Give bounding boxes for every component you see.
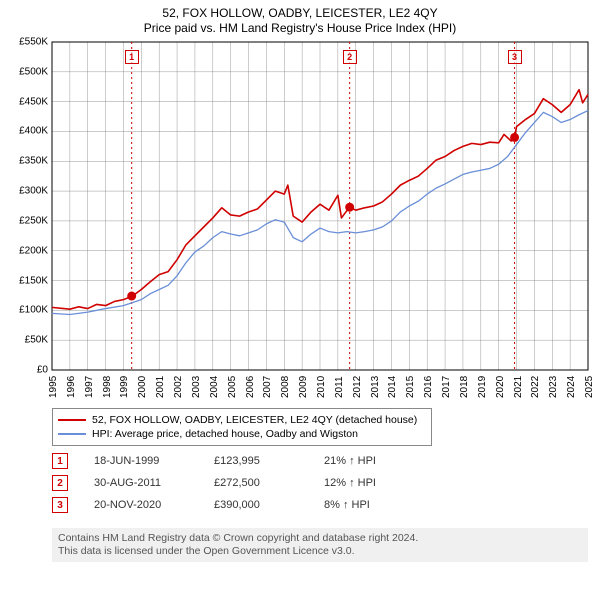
sale-row: 2 30-AUG-2011£272,50012% ↑ HPI — [52, 472, 376, 494]
x-tick-label: 2020 — [495, 376, 506, 398]
x-tick-label: 2012 — [352, 376, 363, 398]
y-tick-label: £0 — [37, 365, 48, 376]
x-tick-label: 2006 — [245, 376, 256, 398]
x-tick-label: 2008 — [280, 376, 291, 398]
chart-legend: 52, FOX HOLLOW, OADBY, LEICESTER, LE2 4Q… — [52, 408, 432, 446]
x-tick-label: 1999 — [119, 376, 130, 398]
sale-diff: 12% ↑ HPI — [324, 477, 376, 489]
footer-line-2: This data is licensed under the Open Gov… — [58, 545, 582, 558]
sale-marker-icon: 1 — [52, 453, 68, 469]
footer-attribution: Contains HM Land Registry data © Crown c… — [52, 528, 588, 562]
x-tick-label: 2009 — [298, 376, 309, 398]
title-address: 52, FOX HOLLOW, OADBY, LEICESTER, LE2 4Q… — [0, 0, 600, 21]
sale-row: 3 20-NOV-2020£390,0008% ↑ HPI — [52, 494, 376, 516]
x-tick-label: 2015 — [405, 376, 416, 398]
legend-swatch — [58, 433, 86, 434]
x-tick-label: 2024 — [566, 376, 577, 398]
x-tick-label: 2010 — [316, 376, 327, 398]
legend-label: 52, FOX HOLLOW, OADBY, LEICESTER, LE2 4Q… — [92, 414, 417, 426]
y-tick-label: £200K — [19, 245, 48, 256]
footer-line-1: Contains HM Land Registry data © Crown c… — [58, 532, 582, 545]
x-tick-label: 2016 — [423, 376, 434, 398]
x-tick-label: 2019 — [477, 376, 488, 398]
sale-price: £272,500 — [214, 477, 324, 489]
x-tick-label: 1997 — [84, 376, 95, 398]
sale-row: 1 18-JUN-1999£123,99521% ↑ HPI — [52, 450, 376, 472]
legend-row: 52, FOX HOLLOW, OADBY, LEICESTER, LE2 4Q… — [58, 413, 426, 427]
chart-sale-marker: 1 — [125, 50, 139, 64]
y-tick-label: £550K — [19, 37, 48, 48]
sale-diff: 8% ↑ HPI — [324, 499, 370, 511]
x-tick-label: 2007 — [262, 376, 273, 398]
x-tick-label: 2021 — [513, 376, 524, 398]
y-tick-label: £100K — [19, 305, 48, 316]
y-tick-label: £50K — [25, 335, 48, 346]
sale-diff: 21% ↑ HPI — [324, 455, 376, 467]
y-tick-label: £500K — [19, 66, 48, 77]
x-tick-label: 2022 — [530, 376, 541, 398]
x-tick-label: 2014 — [387, 376, 398, 398]
sale-date: 20-NOV-2020 — [94, 499, 214, 511]
sale-price: £123,995 — [214, 455, 324, 467]
x-tick-label: 2002 — [173, 376, 184, 398]
y-tick-label: £250K — [19, 215, 48, 226]
y-tick-label: £150K — [19, 275, 48, 286]
y-tick-label: £450K — [19, 96, 48, 107]
x-tick-label: 1998 — [102, 376, 113, 398]
sale-date: 18-JUN-1999 — [94, 455, 214, 467]
y-tick-label: £400K — [19, 126, 48, 137]
title-sub: Price paid vs. HM Land Registry's House … — [0, 21, 600, 36]
sales-table: 1 18-JUN-1999£123,99521% ↑ HPI 2 30-AUG-201… — [52, 450, 376, 516]
y-tick-label: £300K — [19, 186, 48, 197]
sale-date: 30-AUG-2011 — [94, 477, 214, 489]
x-tick-label: 2017 — [441, 376, 452, 398]
x-tick-label: 2013 — [370, 376, 381, 398]
sale-marker-icon: 3 — [52, 497, 68, 513]
x-tick-label: 2000 — [137, 376, 148, 398]
x-tick-label: 2025 — [584, 376, 595, 398]
legend-row: HPI: Average price, detached house, Oadb… — [58, 427, 426, 441]
x-tick-label: 1996 — [66, 376, 77, 398]
chart-plot-area: £0£50K£100K£150K£200K£250K£300K£350K£400… — [52, 42, 588, 370]
x-tick-label: 2003 — [191, 376, 202, 398]
x-tick-label: 2018 — [459, 376, 470, 398]
legend-label: HPI: Average price, detached house, Oadb… — [92, 428, 358, 440]
x-tick-label: 2023 — [548, 376, 559, 398]
x-tick-label: 1995 — [48, 376, 59, 398]
x-tick-label: 2001 — [155, 376, 166, 398]
chart-sale-marker: 3 — [508, 50, 522, 64]
y-tick-label: £350K — [19, 156, 48, 167]
x-tick-label: 2011 — [334, 376, 345, 398]
x-tick-label: 2005 — [227, 376, 238, 398]
chart-sale-marker: 2 — [343, 50, 357, 64]
legend-swatch — [58, 419, 86, 421]
sale-price: £390,000 — [214, 499, 324, 511]
x-tick-label: 2004 — [209, 376, 220, 398]
sale-marker-icon: 2 — [52, 475, 68, 491]
